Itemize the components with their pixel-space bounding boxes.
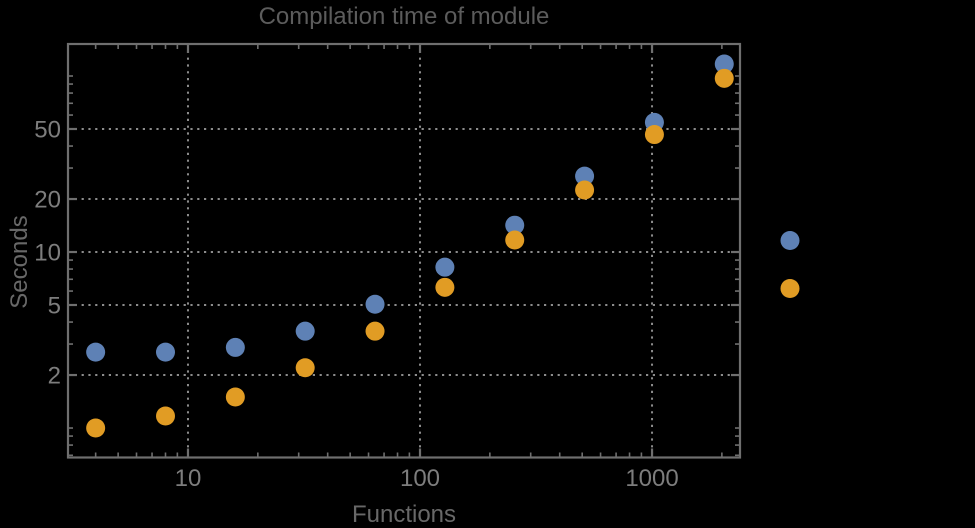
data-point-series-orange-x8 — [156, 406, 176, 426]
legend-marker-1 — [780, 279, 800, 298]
plot-frame — [66, 42, 742, 459]
data-point-series-orange-x1024 — [644, 125, 664, 145]
data-point-series-orange-x256 — [505, 230, 525, 250]
data-point-series-orange-x32 — [295, 358, 315, 378]
data-point-series-blue-x256 — [505, 215, 525, 235]
data-point-series-orange-x512 — [575, 180, 595, 200]
data-point-series-blue-x16 — [225, 337, 245, 357]
y-tick-label-10: 10 — [34, 240, 61, 267]
data-point-series-orange-x16 — [225, 387, 245, 407]
data-point-series-blue-x32 — [295, 321, 315, 341]
data-point-series-blue-x128 — [435, 257, 455, 277]
x-tick-label-100: 100 — [400, 465, 440, 492]
data-point-series-orange-x64 — [365, 321, 385, 341]
y-tick-label-50: 50 — [34, 116, 61, 143]
data-point-series-orange-x128 — [435, 277, 455, 297]
y-tick-label-2: 2 — [48, 363, 61, 390]
data-point-series-blue-x64 — [365, 294, 385, 314]
data-point-series-blue-x4 — [86, 342, 106, 362]
chart-title: Compilation time of module — [258, 3, 550, 30]
x-tick-label-1000: 1000 — [625, 465, 678, 492]
data-point-series-orange-x2048 — [714, 68, 734, 88]
data-point-series-blue-x8 — [156, 342, 176, 362]
y-tick-label-5: 5 — [48, 292, 61, 319]
y-tick-label-20: 20 — [34, 187, 61, 214]
data-point-series-orange-x4 — [86, 418, 106, 438]
data-point-series-blue-x2048 — [714, 54, 734, 74]
data-point-series-blue-x512 — [575, 166, 595, 186]
x-axis-label: Functions — [351, 501, 457, 528]
legend-marker-0 — [780, 231, 800, 250]
x-tick-label-10: 10 — [175, 465, 202, 492]
